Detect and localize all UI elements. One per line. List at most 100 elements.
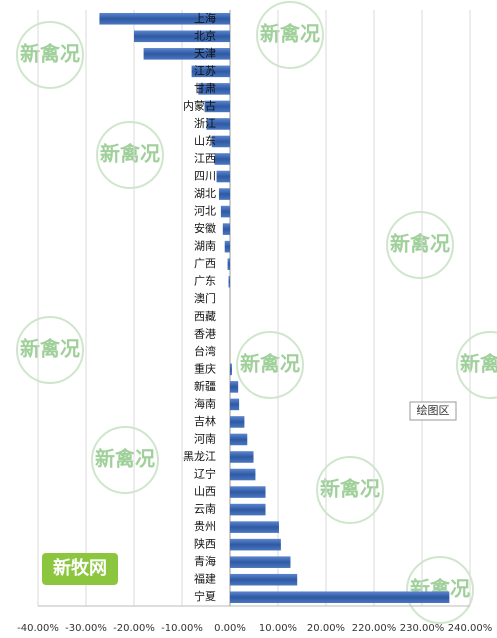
watermark-ring [96, 121, 164, 189]
y-tick-label: 浙江 [194, 117, 216, 130]
watermark-ring [456, 331, 497, 399]
y-tick-label: 湖北 [194, 187, 216, 200]
y-tick-label: 福建 [194, 572, 216, 586]
watermark: 新禽况 [260, 22, 320, 46]
bar [230, 398, 240, 411]
bar [218, 188, 230, 200]
y-tick-label: 上海 [194, 11, 216, 25]
watermark: 新禽况 [460, 352, 497, 376]
watermark: 新禽况 [100, 142, 160, 166]
y-tick-label: 重庆 [194, 361, 216, 375]
watermark-ring [16, 21, 84, 89]
watermark-ring [16, 316, 84, 384]
bar [204, 100, 230, 113]
bar [230, 381, 239, 393]
bar [198, 83, 230, 95]
watermark: 新禽况 [320, 477, 380, 501]
bar [224, 240, 230, 253]
y-tick-label: 台湾 [194, 344, 216, 358]
y-tick-label: 北京 [194, 28, 216, 42]
y-tick-label: 青海 [194, 554, 216, 568]
x-tick-label: 0.00% [214, 623, 246, 634]
watermark-ring [236, 331, 304, 399]
watermark-ring [406, 556, 474, 624]
y-tick-label: 山东 [194, 134, 216, 147]
bar [230, 451, 254, 463]
logo: 新牧网 [53, 557, 107, 579]
watermark-ring [386, 211, 454, 279]
watermark: 新禽况 [20, 42, 80, 66]
bar [230, 591, 450, 604]
x-tick-label: 20.00% [307, 623, 345, 634]
bar [134, 30, 230, 43]
watermark-ring [256, 1, 324, 69]
watermark: 新禽况 [20, 337, 80, 361]
y-tick-label: 江西 [194, 152, 216, 165]
watermark: 新禽况 [390, 232, 450, 256]
bar [230, 503, 266, 516]
y-tick-label: 云南 [194, 503, 216, 516]
bar [227, 258, 230, 270]
bar [230, 468, 256, 481]
x-tick-label: -10.00% [161, 623, 203, 634]
y-tick-label: 吉林 [194, 414, 216, 428]
bar [230, 556, 291, 568]
bar [211, 135, 230, 148]
bar [220, 205, 230, 218]
x-tick-label: 230.00% [400, 623, 445, 634]
tooltip: 绘图区 [417, 403, 450, 417]
bar [230, 416, 245, 428]
y-tick-label: 江苏 [194, 64, 216, 77]
bar [214, 153, 230, 165]
bars [99, 10, 450, 606]
y-tick-label: 新疆 [194, 379, 216, 393]
y-tick-label: 天津 [194, 47, 216, 60]
bar [230, 521, 279, 533]
y-tick-label: 山西 [194, 485, 216, 498]
x-tick-label: -40.00% [17, 623, 59, 634]
y-tick-label: 陕西 [194, 537, 216, 551]
bar [230, 363, 232, 376]
bar [230, 573, 298, 586]
grid: -40.00% -30.00% -20.00% -10.00% 0.00% 10.00% 2… [17, 10, 492, 634]
x-tick-label: 240.00% [448, 623, 493, 634]
y-tick-label: 澳门 [194, 291, 216, 305]
y-tick-label: 海南 [194, 396, 216, 410]
y-tick-label: 河南 [194, 432, 216, 445]
bar [228, 275, 230, 288]
x-tick-label: -30.00% [65, 623, 107, 634]
watermark-ring [316, 456, 384, 524]
y-tick-label: 贵州 [194, 520, 216, 533]
watermark-ring [91, 426, 159, 494]
y-tick-label: 宁夏 [194, 589, 216, 603]
x-tick-label: 220.00% [352, 623, 397, 634]
x-tick-label: -20.00% [113, 623, 155, 634]
y-tick-label: 甘肃 [194, 82, 216, 95]
y-tick-label: 安徽 [194, 221, 216, 235]
y-tick-label: 辽宁 [194, 467, 216, 481]
y-tick-label: 西藏 [194, 310, 216, 323]
logo-box [42, 553, 118, 585]
bar [216, 170, 230, 183]
bar [191, 65, 230, 78]
bar [222, 223, 230, 235]
bar [143, 48, 230, 60]
bar [99, 12, 230, 25]
y-tick-label: 河北 [194, 205, 216, 218]
watermark: 新禽况 [240, 352, 300, 376]
watermark: 新禽况 [95, 447, 155, 471]
bar [206, 118, 230, 130]
y-tick-label: 广东 [194, 275, 216, 288]
bar [230, 538, 281, 551]
y-tick-label: 内蒙古 [183, 98, 216, 112]
labels: 上海北京天津江苏甘肃内蒙古浙江山东江西四川湖北河北安徽湖南广西广东澳门西藏香港台… [183, 11, 216, 603]
bar [230, 433, 248, 446]
y-tick-label: 湖南 [194, 240, 216, 253]
y-tick-label: 四川 [194, 170, 216, 183]
y-tick-label: 广西 [194, 257, 216, 270]
x-tick-label: 10.00% [259, 623, 297, 634]
tooltip-box [409, 401, 457, 421]
y-tick-label: 黑龙江 [183, 450, 216, 463]
y-tick-label: 香港 [194, 327, 216, 340]
